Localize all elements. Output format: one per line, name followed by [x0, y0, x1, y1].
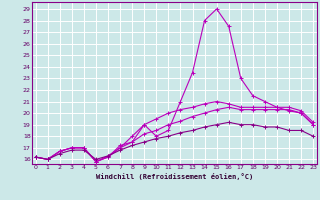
X-axis label: Windchill (Refroidissement éolien,°C): Windchill (Refroidissement éolien,°C): [96, 173, 253, 180]
